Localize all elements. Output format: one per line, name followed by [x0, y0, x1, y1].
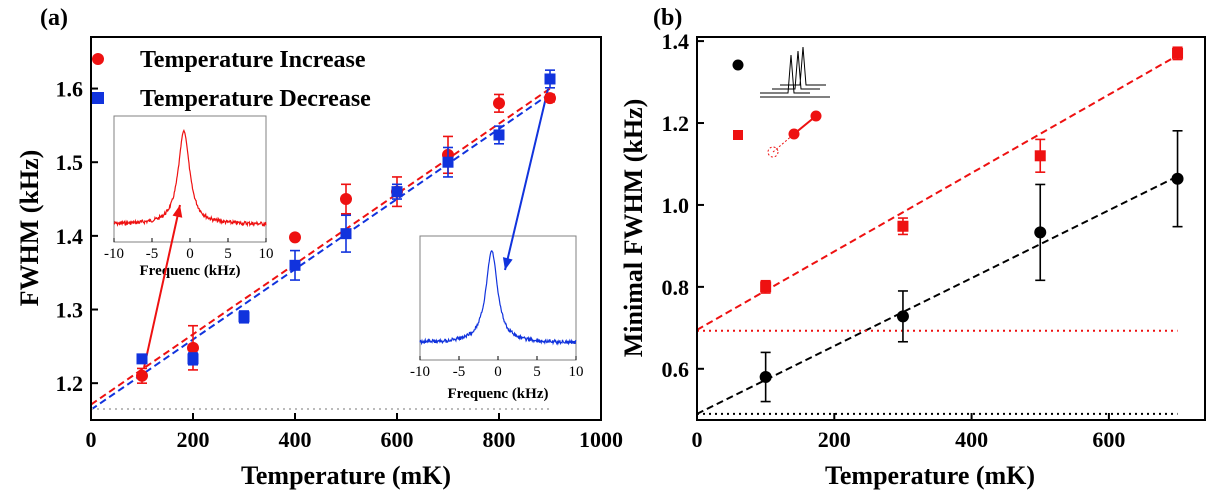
- inset-spectrum-trace: [113, 128, 267, 228]
- panel-a-data-point: [187, 353, 199, 365]
- panel-a-data-point: [238, 311, 250, 323]
- panel-a-plot-frame: [90, 36, 602, 421]
- inset-x-tick-label: 10: [259, 246, 274, 262]
- panel-a-fit-line: [90, 87, 551, 406]
- inset-ticks: -10 -5 0 5 10: [104, 238, 274, 262]
- panel-b-x-axis-title: Temperature (mK): [825, 461, 1035, 490]
- panel-b-x-tick-label: 400: [955, 427, 988, 452]
- panel-a-data-point: [136, 353, 148, 365]
- panel-a-y-tick-label: 1.2: [56, 371, 84, 396]
- inset-x-tick-label: -5: [146, 246, 159, 262]
- legend-square-marker: [92, 92, 104, 104]
- panel-b-data-point: [897, 220, 909, 232]
- panel-b-ticks: 0 200 400 600 0.6 0.8 1.0 1.2 1.4: [662, 29, 1126, 452]
- panel-a-data-point: [136, 369, 148, 382]
- panel-b-x-tick-label: 0: [692, 427, 703, 452]
- panel-a-data-point: [493, 129, 505, 141]
- inset-x-axis-title: Frequenc (kHz): [448, 386, 549, 402]
- panel-b-data-point: [1034, 226, 1047, 239]
- panel-b-data-point: [1034, 150, 1046, 162]
- panel-a-data-point: [289, 259, 301, 271]
- panel-b-y-tick-label: 0.8: [662, 275, 690, 300]
- panel-a-x-tick-label: 1000: [579, 427, 623, 452]
- pointer-arrow-line: [504, 88, 549, 271]
- inset-ticks: -10 -5 0 5 10: [410, 356, 584, 380]
- panel-b-y-tick-label: 0.6: [662, 357, 690, 382]
- panel-b-data-point: [760, 281, 772, 293]
- pointer-arrow-line: [143, 204, 181, 369]
- panel-a-arrows: [143, 88, 549, 369]
- panel-a-y-axis-title: FWHM (kHz): [15, 150, 44, 307]
- panel-b-data-points: [759, 46, 1184, 403]
- panel-b-label: (b): [653, 5, 682, 31]
- inset-x-tick-label: -5: [453, 364, 466, 380]
- panel-a-legend: Temperature Increase Temperature Decreas…: [92, 47, 371, 112]
- panel-a-data-point: [187, 341, 199, 354]
- panel-a-y-tick-label: 1.4: [56, 224, 84, 249]
- panel-b-fit-line: [696, 54, 1179, 331]
- inset-x-tick-label: 5: [533, 364, 541, 380]
- legend-label-temperature-decrease: Temperature Decrease: [140, 86, 371, 112]
- legend-label-temperature-increase: Temperature Increase: [140, 47, 366, 73]
- panel-a-data-points: [136, 69, 556, 384]
- legend-circle-marker: [92, 53, 104, 65]
- panel-a-fit-lines: [90, 87, 551, 411]
- panel-a-data-point: [544, 73, 556, 85]
- inset-x-tick-label: -10: [104, 246, 124, 262]
- panel-a-data-point: [493, 97, 505, 110]
- panel-a-y-tick-label: 1.3: [56, 298, 84, 323]
- panel-b-y-tick-label: 1.2: [662, 111, 690, 136]
- panel-a-data-point: [391, 186, 403, 198]
- inset-x-tick-label: 0: [186, 246, 194, 262]
- panel-b-plot-frame: [696, 36, 1206, 421]
- panel-b: (b) Temperature (mK) Minimal FWHM (kHz) …: [619, 5, 1206, 490]
- inset-x-tick-label: 5: [224, 246, 232, 262]
- legend-black-circle-marker: [732, 59, 744, 71]
- panel-b-data-point: [1172, 47, 1184, 59]
- panel-a-data-point: [544, 92, 556, 105]
- panel-a-data-point: [340, 193, 352, 206]
- inset-spectrum-trace: [419, 250, 577, 346]
- panel-b-y-axis-title: Minimal FWHM (kHz): [619, 99, 648, 358]
- panel-b-legend: [732, 46, 830, 158]
- panel-a-label: (a): [40, 5, 68, 31]
- panel-a-fit-line: [90, 92, 551, 411]
- inset-spectrum-red: -10 -5 0 5 10 Frequenc (kHz): [104, 115, 274, 279]
- panel-a-x-tick-label: 600: [381, 427, 414, 452]
- inset-x-axis-title: Frequenc (kHz): [140, 263, 241, 279]
- panel-a-x-tick-label: 400: [279, 427, 312, 452]
- inset-x-tick-label: 0: [494, 364, 502, 380]
- inset-spectrum-blue: -10 -5 0 5 10 Frequenc (kHz): [410, 235, 584, 402]
- panel-b-y-tick-label: 1.4: [662, 29, 690, 54]
- panel-b-y-tick-label: 1.0: [662, 193, 690, 218]
- panel-b-data-point: [759, 370, 772, 383]
- panel-b-x-tick-label: 200: [818, 427, 851, 452]
- pointer-arrow-head: [502, 257, 513, 270]
- pointer-arrow-head: [172, 205, 183, 218]
- panel-a-x-tick-label: 0: [86, 427, 97, 452]
- panel-a-y-tick-label: 1.5: [56, 150, 84, 175]
- panel-a-x-tick-label: 200: [177, 427, 210, 452]
- panel-b-x-tick-label: 600: [1092, 427, 1125, 452]
- panel-a-x-tick-label: 800: [483, 427, 516, 452]
- inset-x-tick-label: -10: [410, 364, 430, 380]
- panel-a-data-point: [289, 231, 301, 244]
- panel-b-fit-line: [696, 175, 1178, 415]
- legend-red-square-marker: [733, 130, 743, 140]
- panel-b-fit-lines: [696, 54, 1179, 415]
- panel-a-data-point: [340, 228, 352, 240]
- inset-x-tick-label: 10: [569, 364, 584, 380]
- panel-b-data-point: [896, 310, 909, 323]
- pendulum-diagram-icon: [767, 110, 822, 158]
- panel-a: (a) Temperature (mK) FWHM (kHz) 0 200 400 6…: [15, 5, 623, 490]
- panel-a-y-tick-label: 1.6: [56, 77, 84, 102]
- spectrum-peaks-icon: [760, 46, 830, 98]
- panel-a-data-point: [442, 156, 454, 168]
- panel-b-data-point: [1171, 172, 1184, 185]
- panel-a-x-axis-title: Temperature (mK): [241, 461, 451, 490]
